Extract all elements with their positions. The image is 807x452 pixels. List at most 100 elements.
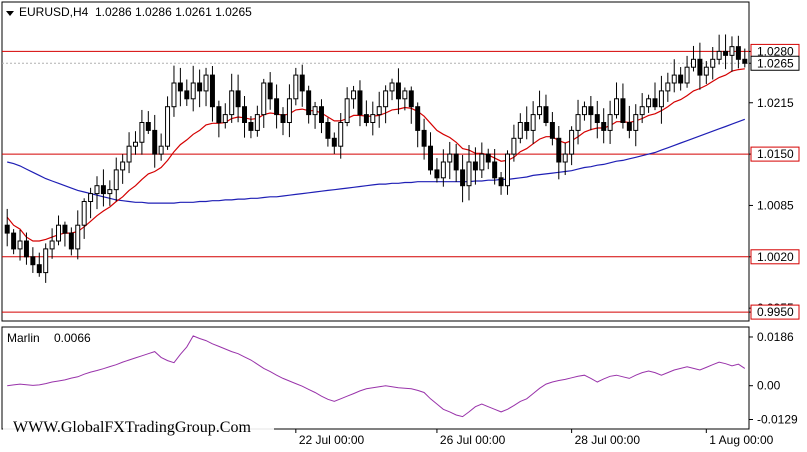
candle[interactable]: [56, 215, 62, 246]
candle[interactable]: [562, 143, 568, 176]
candle[interactable]: [152, 114, 158, 168]
candle[interactable]: [626, 105, 632, 139]
candle[interactable]: [729, 36, 735, 72]
candle[interactable]: [30, 247, 36, 273]
candle[interactable]: [485, 148, 491, 170]
candle[interactable]: [209, 65, 215, 122]
candle[interactable]: [17, 229, 23, 261]
candle[interactable]: [62, 221, 68, 247]
candle[interactable]: [325, 117, 331, 147]
candle[interactable]: [716, 34, 722, 65]
candle[interactable]: [466, 145, 472, 201]
candle[interactable]: [594, 100, 600, 139]
candle[interactable]: [601, 108, 607, 144]
candle[interactable]: [286, 84, 292, 138]
candle[interactable]: [100, 169, 106, 207]
candle[interactable]: [120, 154, 126, 184]
candle[interactable]: [190, 65, 196, 112]
candle[interactable]: [472, 147, 478, 185]
candle[interactable]: [261, 78, 267, 128]
candle[interactable]: [158, 133, 164, 161]
candle[interactable]: [357, 80, 363, 127]
candle[interactable]: [421, 118, 427, 160]
candle[interactable]: [665, 72, 671, 102]
candle[interactable]: [395, 68, 401, 115]
candle[interactable]: [216, 100, 222, 138]
candle[interactable]: [690, 45, 696, 72]
candle[interactable]: [530, 101, 536, 144]
candle[interactable]: [331, 132, 337, 154]
candle[interactable]: [588, 96, 594, 131]
candle[interactable]: [703, 61, 709, 84]
candle[interactable]: [537, 90, 543, 120]
candle[interactable]: [113, 157, 119, 202]
candle[interactable]: [139, 109, 145, 155]
slow-moving-average-line[interactable]: [7, 118, 746, 204]
candle[interactable]: [383, 85, 389, 124]
candle[interactable]: [88, 187, 94, 219]
collapse-triangle-icon[interactable]: [6, 11, 14, 16]
candle[interactable]: [145, 111, 151, 134]
candle[interactable]: [479, 142, 485, 179]
candle[interactable]: [614, 82, 620, 119]
candle[interactable]: [312, 101, 318, 129]
candle[interactable]: [75, 210, 81, 260]
candle[interactable]: [742, 48, 748, 68]
candle[interactable]: [242, 96, 248, 138]
candle[interactable]: [460, 154, 466, 203]
candle[interactable]: [581, 101, 587, 121]
candle[interactable]: [652, 82, 658, 111]
candle[interactable]: [280, 107, 286, 136]
candle[interactable]: [68, 227, 74, 256]
candle[interactable]: [306, 85, 312, 124]
candle[interactable]: [723, 34, 729, 70]
candle[interactable]: [235, 74, 241, 123]
candle[interactable]: [620, 83, 626, 129]
candle[interactable]: [126, 132, 132, 174]
candle[interactable]: [318, 99, 324, 134]
candle[interactable]: [177, 67, 183, 107]
candle[interactable]: [184, 79, 190, 106]
candle[interactable]: [23, 232, 29, 265]
candle[interactable]: [107, 180, 113, 206]
candle[interactable]: [543, 94, 549, 127]
candle[interactable]: [517, 113, 523, 144]
candle[interactable]: [556, 126, 562, 180]
candle[interactable]: [389, 78, 395, 101]
candle[interactable]: [504, 150, 510, 195]
candle[interactable]: [4, 208, 10, 247]
candle[interactable]: [697, 42, 703, 90]
candle[interactable]: [81, 198, 87, 239]
candle[interactable]: [678, 67, 684, 91]
candle[interactable]: [165, 96, 171, 150]
candle[interactable]: [11, 229, 17, 255]
candle[interactable]: [376, 91, 382, 128]
candle[interactable]: [434, 158, 440, 183]
candle[interactable]: [639, 93, 645, 124]
candle[interactable]: [408, 86, 414, 124]
candle[interactable]: [338, 112, 344, 159]
candle[interactable]: [684, 55, 690, 88]
candle[interactable]: [549, 112, 555, 146]
candle[interactable]: [229, 73, 235, 123]
candle[interactable]: [440, 149, 446, 187]
candle[interactable]: [132, 131, 138, 155]
candle[interactable]: [49, 228, 55, 259]
candle[interactable]: [254, 105, 260, 137]
candle[interactable]: [344, 87, 350, 127]
candle[interactable]: [197, 69, 203, 108]
candle[interactable]: [274, 84, 280, 129]
price-panel[interactable]: [1, 1, 750, 322]
oscillator-line[interactable]: [7, 335, 746, 418]
candle[interactable]: [511, 124, 517, 162]
candle[interactable]: [370, 101, 376, 136]
candle[interactable]: [569, 126, 575, 166]
candle[interactable]: [203, 67, 209, 107]
candle[interactable]: [36, 252, 42, 277]
candle[interactable]: [492, 148, 498, 185]
candle[interactable]: [453, 143, 459, 182]
candle[interactable]: [633, 104, 639, 147]
candle[interactable]: [415, 102, 421, 148]
candle[interactable]: [43, 243, 49, 283]
candle[interactable]: [171, 65, 177, 117]
